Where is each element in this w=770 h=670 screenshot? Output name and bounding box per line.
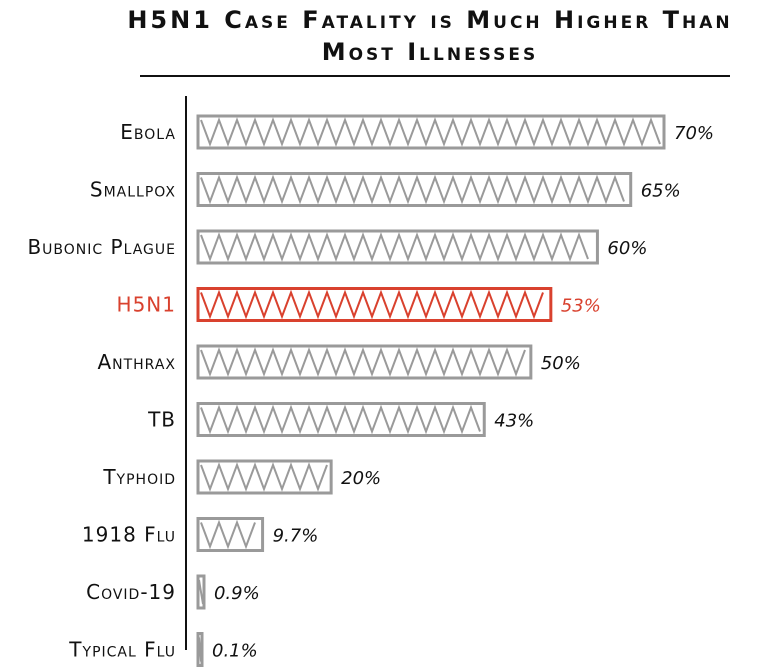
bar-fill-smallpox — [200, 174, 625, 205]
value-label-anthrax: 50% — [541, 353, 581, 374]
bar-fill-h5n1 — [200, 289, 544, 320]
bar-fill-anthrax — [200, 347, 526, 377]
bar-ebola — [196, 114, 666, 150]
category-label-typhoid: Typhoid — [102, 465, 176, 489]
bar-smallpox — [196, 172, 633, 207]
bar-fill-bubonic-plague — [200, 232, 589, 262]
bar-fill-1918-flu — [200, 519, 256, 550]
category-label-anthrax: Anthrax — [97, 350, 176, 374]
bar-fill-typhoid — [200, 462, 328, 492]
category-label-bubonic-plague: Bubonic Plague — [27, 235, 176, 259]
bar-anthrax — [196, 344, 533, 380]
bar-h5n1 — [196, 287, 553, 322]
bar-fill-typical-flu — [198, 637, 202, 662]
bar-tb — [196, 402, 486, 437]
chart-title-line-2: Most Illnesses — [321, 38, 539, 66]
value-label-tb: 43% — [494, 411, 534, 432]
value-label-smallpox: 65% — [641, 181, 681, 202]
bars-group: Ebola 70% Smallpox 65% Bubonic Plague 60% H5N1… — [27, 114, 714, 667]
category-label-h5n1: H5N1 — [117, 293, 176, 317]
bar-fill-ebola — [200, 117, 661, 147]
bar-fill-tb — [200, 404, 481, 435]
category-label-tb: TB — [147, 408, 176, 432]
value-label-ebola: 70% — [674, 123, 714, 144]
category-label-1918-flu: 1918 Flu — [82, 523, 176, 547]
value-label-bubonic-plague: 60% — [607, 238, 647, 259]
category-label-typical-flu: Typical Flu — [68, 638, 176, 662]
category-label-covid-19: Covid-19 — [86, 580, 176, 604]
value-label-typhoid: 20% — [341, 468, 381, 489]
bar-typical-flu — [196, 632, 204, 667]
bar-fill-covid-19 — [198, 579, 204, 605]
chart-title-line-1: H5N1 Case Fatality is Much Higher Than — [127, 6, 733, 34]
bar-1918-flu — [196, 517, 265, 552]
bar-covid-19 — [196, 574, 206, 610]
bar-typhoid — [196, 459, 333, 495]
category-label-smallpox: Smallpox — [90, 178, 176, 202]
value-label-h5n1: 53% — [561, 296, 601, 317]
value-label-typical-flu: 0.1% — [212, 641, 258, 662]
value-label-covid-19: 0.9% — [214, 583, 260, 604]
bar-bubonic-plague — [196, 229, 599, 265]
category-label-ebola: Ebola — [120, 120, 176, 144]
value-label-1918-flu: 9.7% — [273, 526, 319, 547]
